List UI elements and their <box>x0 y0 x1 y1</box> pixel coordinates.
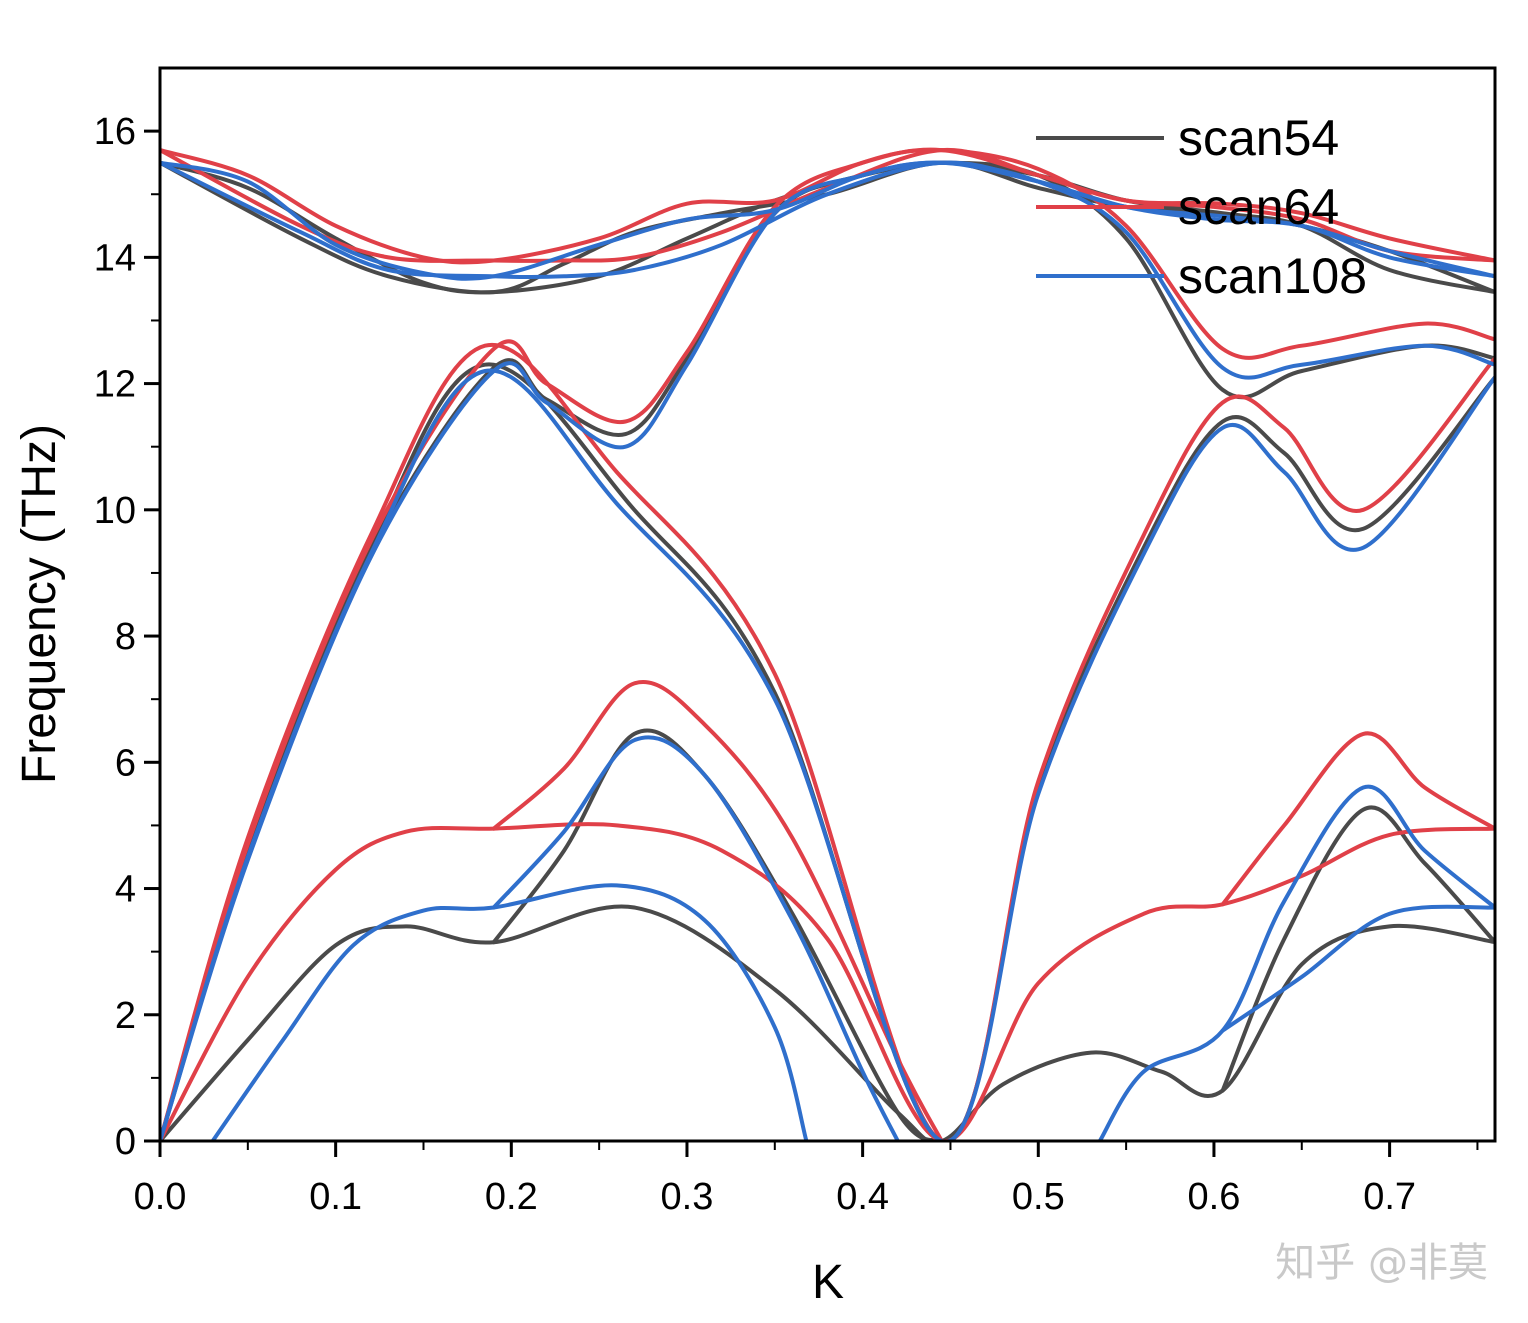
series-scan108 <box>160 160 1495 1141</box>
watermark: 知乎 @非莫 <box>1275 1240 1488 1286</box>
y-tick-label: 0 <box>115 1121 136 1163</box>
x-tick-label: 0.7 <box>1363 1176 1416 1218</box>
y-tick-label: 16 <box>94 111 136 153</box>
scan64-band-2 <box>160 342 1495 1141</box>
x-tick-label: 0.3 <box>661 1176 714 1218</box>
y-tick-label: 12 <box>94 364 136 406</box>
scan108-band-1 <box>210 883 809 1141</box>
x-tick-label: 0.4 <box>836 1176 889 1218</box>
x-tick-label: 0.2 <box>485 1176 538 1218</box>
y-tick-label: 14 <box>94 237 136 279</box>
legend: scan54 scan64 scan108 <box>1036 110 1367 304</box>
scan108-band-2 <box>160 368 1495 1141</box>
scan64-band-7 <box>1220 731 1495 907</box>
x-tick-label: 0.1 <box>309 1176 362 1218</box>
scan108-band-8 <box>1220 904 1495 1033</box>
scan64-band-1 <box>160 822 1495 1141</box>
x-tick-label: 0.6 <box>1188 1176 1241 1218</box>
x-tick-label: 0.5 <box>1012 1176 1065 1218</box>
legend-label-scan54: scan54 <box>1178 110 1339 166</box>
y-tick-label: 6 <box>115 742 136 784</box>
scan64-band-3 <box>160 147 1495 1141</box>
scan108-band-6 <box>491 735 900 1141</box>
legend-label-scan64: scan64 <box>1178 179 1339 235</box>
scan64-band-4 <box>160 147 1495 265</box>
x-axis-title: K <box>812 1256 844 1309</box>
plot-frame <box>158 66 1497 1143</box>
scan108-band-3 <box>160 160 1495 1141</box>
legend-label-scan108: scan108 <box>1178 248 1367 304</box>
scan54-band-7 <box>1220 805 1495 1093</box>
y-tick-label: 4 <box>115 869 136 911</box>
x-tick-label: 0.0 <box>134 1176 187 1218</box>
y-tick-label: 10 <box>94 490 136 532</box>
y-tick-label: 8 <box>115 616 136 658</box>
scan108-band-7 <box>1097 784 1495 1141</box>
ticks-layer: 0.0 0.1 0.2 0.3 0.4 0.5 0.6 0.7 0 2 4 6 8 10 12 14 16 <box>94 111 1479 1218</box>
series-layer <box>160 147 1495 1141</box>
y-axis-title: Frequency (THz) <box>13 424 66 784</box>
y-tick-label: 2 <box>115 995 136 1037</box>
scan108-band-5 <box>160 160 1495 280</box>
scan54-band-2 <box>160 362 1495 1141</box>
